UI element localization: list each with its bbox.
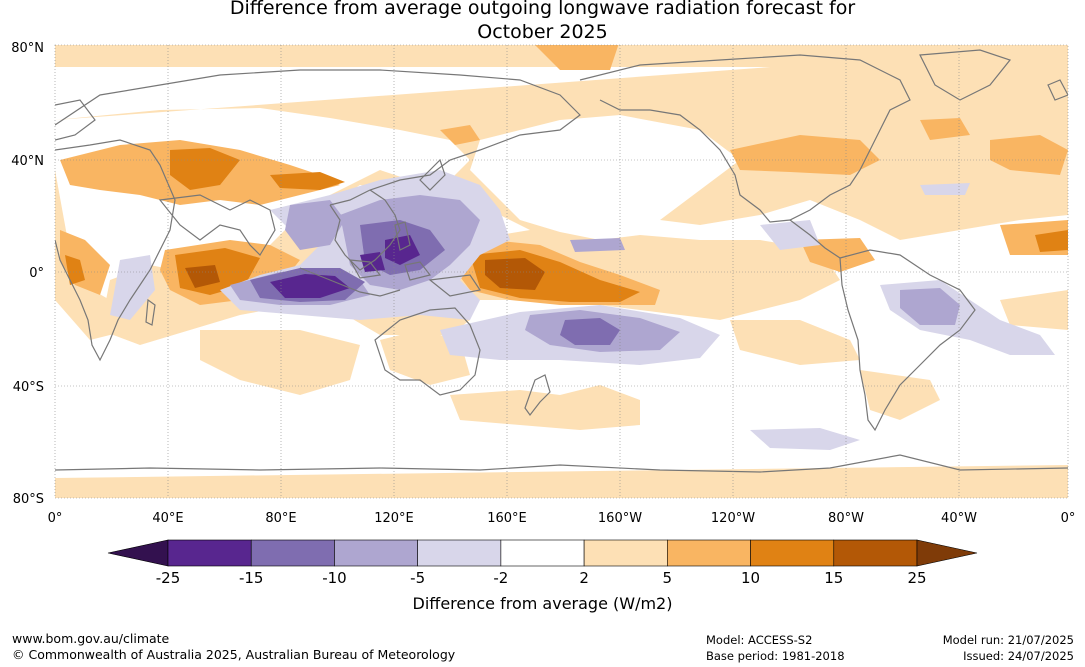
graticule	[55, 45, 1068, 498]
colorbar-segment	[583, 539, 668, 567]
colorbar-tick-label: -5	[410, 569, 425, 587]
lat-label: 80°S	[13, 492, 44, 507]
copyright: © Commonwealth of Australia 2025, Austra…	[12, 647, 456, 662]
colorbar-tick-label: 15	[824, 569, 843, 587]
colorbar-tick-label: -2	[493, 569, 508, 587]
model-run: Model run: 21/07/2025	[942, 633, 1074, 647]
map-frame	[54, 44, 1069, 499]
colorbar-segment	[500, 539, 585, 567]
lat-label: 0°	[29, 266, 44, 281]
issued-date: Issued: 24/07/2025	[963, 649, 1074, 663]
lon-label: 160°W	[598, 511, 642, 526]
colorbar-ticks: -25 -15 -10 -5 -2 2 5 10 15 25	[156, 569, 927, 587]
colorbar-extend-low	[107, 539, 169, 567]
base-period: Base period: 1981-2018	[706, 649, 845, 663]
lon-label: 0°	[48, 511, 63, 526]
colorbar-segment	[750, 539, 835, 567]
lon-label: 80°E	[265, 511, 296, 526]
footer-model-info: Model: ACCESS-S2 Base period: 1981-2018	[706, 632, 845, 664]
colorbar-tick-label: -25	[156, 569, 181, 587]
title-line-2: October 2025	[477, 21, 608, 43]
lon-label: 160°E	[487, 511, 527, 526]
anomaly-band-neg15-neg25	[270, 235, 420, 298]
lon-label: 120°E	[374, 511, 414, 526]
coastlines	[55, 49, 1068, 473]
colorbar-extend-high	[916, 539, 978, 567]
colorbar-segment	[167, 539, 252, 567]
colorbar-tick-label: 25	[907, 569, 926, 587]
footer-left: www.bom.gov.au/climate © Commonwealth of…	[12, 631, 455, 663]
colorbar-tick-label: -15	[239, 569, 264, 587]
colorbar-segment	[334, 539, 418, 567]
lon-label: 40°W	[941, 511, 977, 526]
website-link[interactable]: www.bom.gov.au/climate	[12, 631, 170, 646]
colorbar	[107, 539, 978, 567]
anomaly-field	[55, 45, 1068, 498]
model-name: Model: ACCESS-S2	[706, 633, 813, 647]
colorbar-segment	[417, 539, 502, 567]
colorbar-tick-label: 10	[741, 569, 760, 587]
colorbar-tick-label: 5	[663, 569, 673, 587]
colorbar-segment	[833, 539, 918, 567]
colorbar-segment	[250, 539, 335, 567]
lat-label: 80°N	[11, 41, 44, 56]
colorbar-label: Difference from average (W/m2)	[412, 594, 673, 613]
lat-label: 40°N	[11, 154, 44, 169]
lon-axis: 0° 40°E 80°E 120°E 160°E 160°W 120°W 80°…	[48, 511, 1076, 526]
colorbar-segment	[667, 539, 751, 567]
lon-label: 80°W	[828, 511, 864, 526]
footer-dates: Model run: 21/07/2025 Issued: 24/07/2025	[943, 632, 1074, 664]
colorbar-tick-label: 2	[579, 569, 589, 587]
anomaly-band-15-25	[185, 258, 545, 290]
colorbar-tick-label: -10	[322, 569, 347, 587]
lat-label: 40°S	[13, 380, 44, 395]
lat-axis: 80°N 40°N 0° 40°S 80°S	[11, 41, 44, 507]
lon-label: 0°	[1061, 511, 1076, 526]
title-line-1: Difference from average outgoing longwav…	[229, 0, 856, 19]
lon-label: 40°E	[152, 511, 183, 526]
lon-label: 120°W	[711, 511, 755, 526]
chart-title: Difference from average outgoing longwav…	[0, 0, 1085, 44]
